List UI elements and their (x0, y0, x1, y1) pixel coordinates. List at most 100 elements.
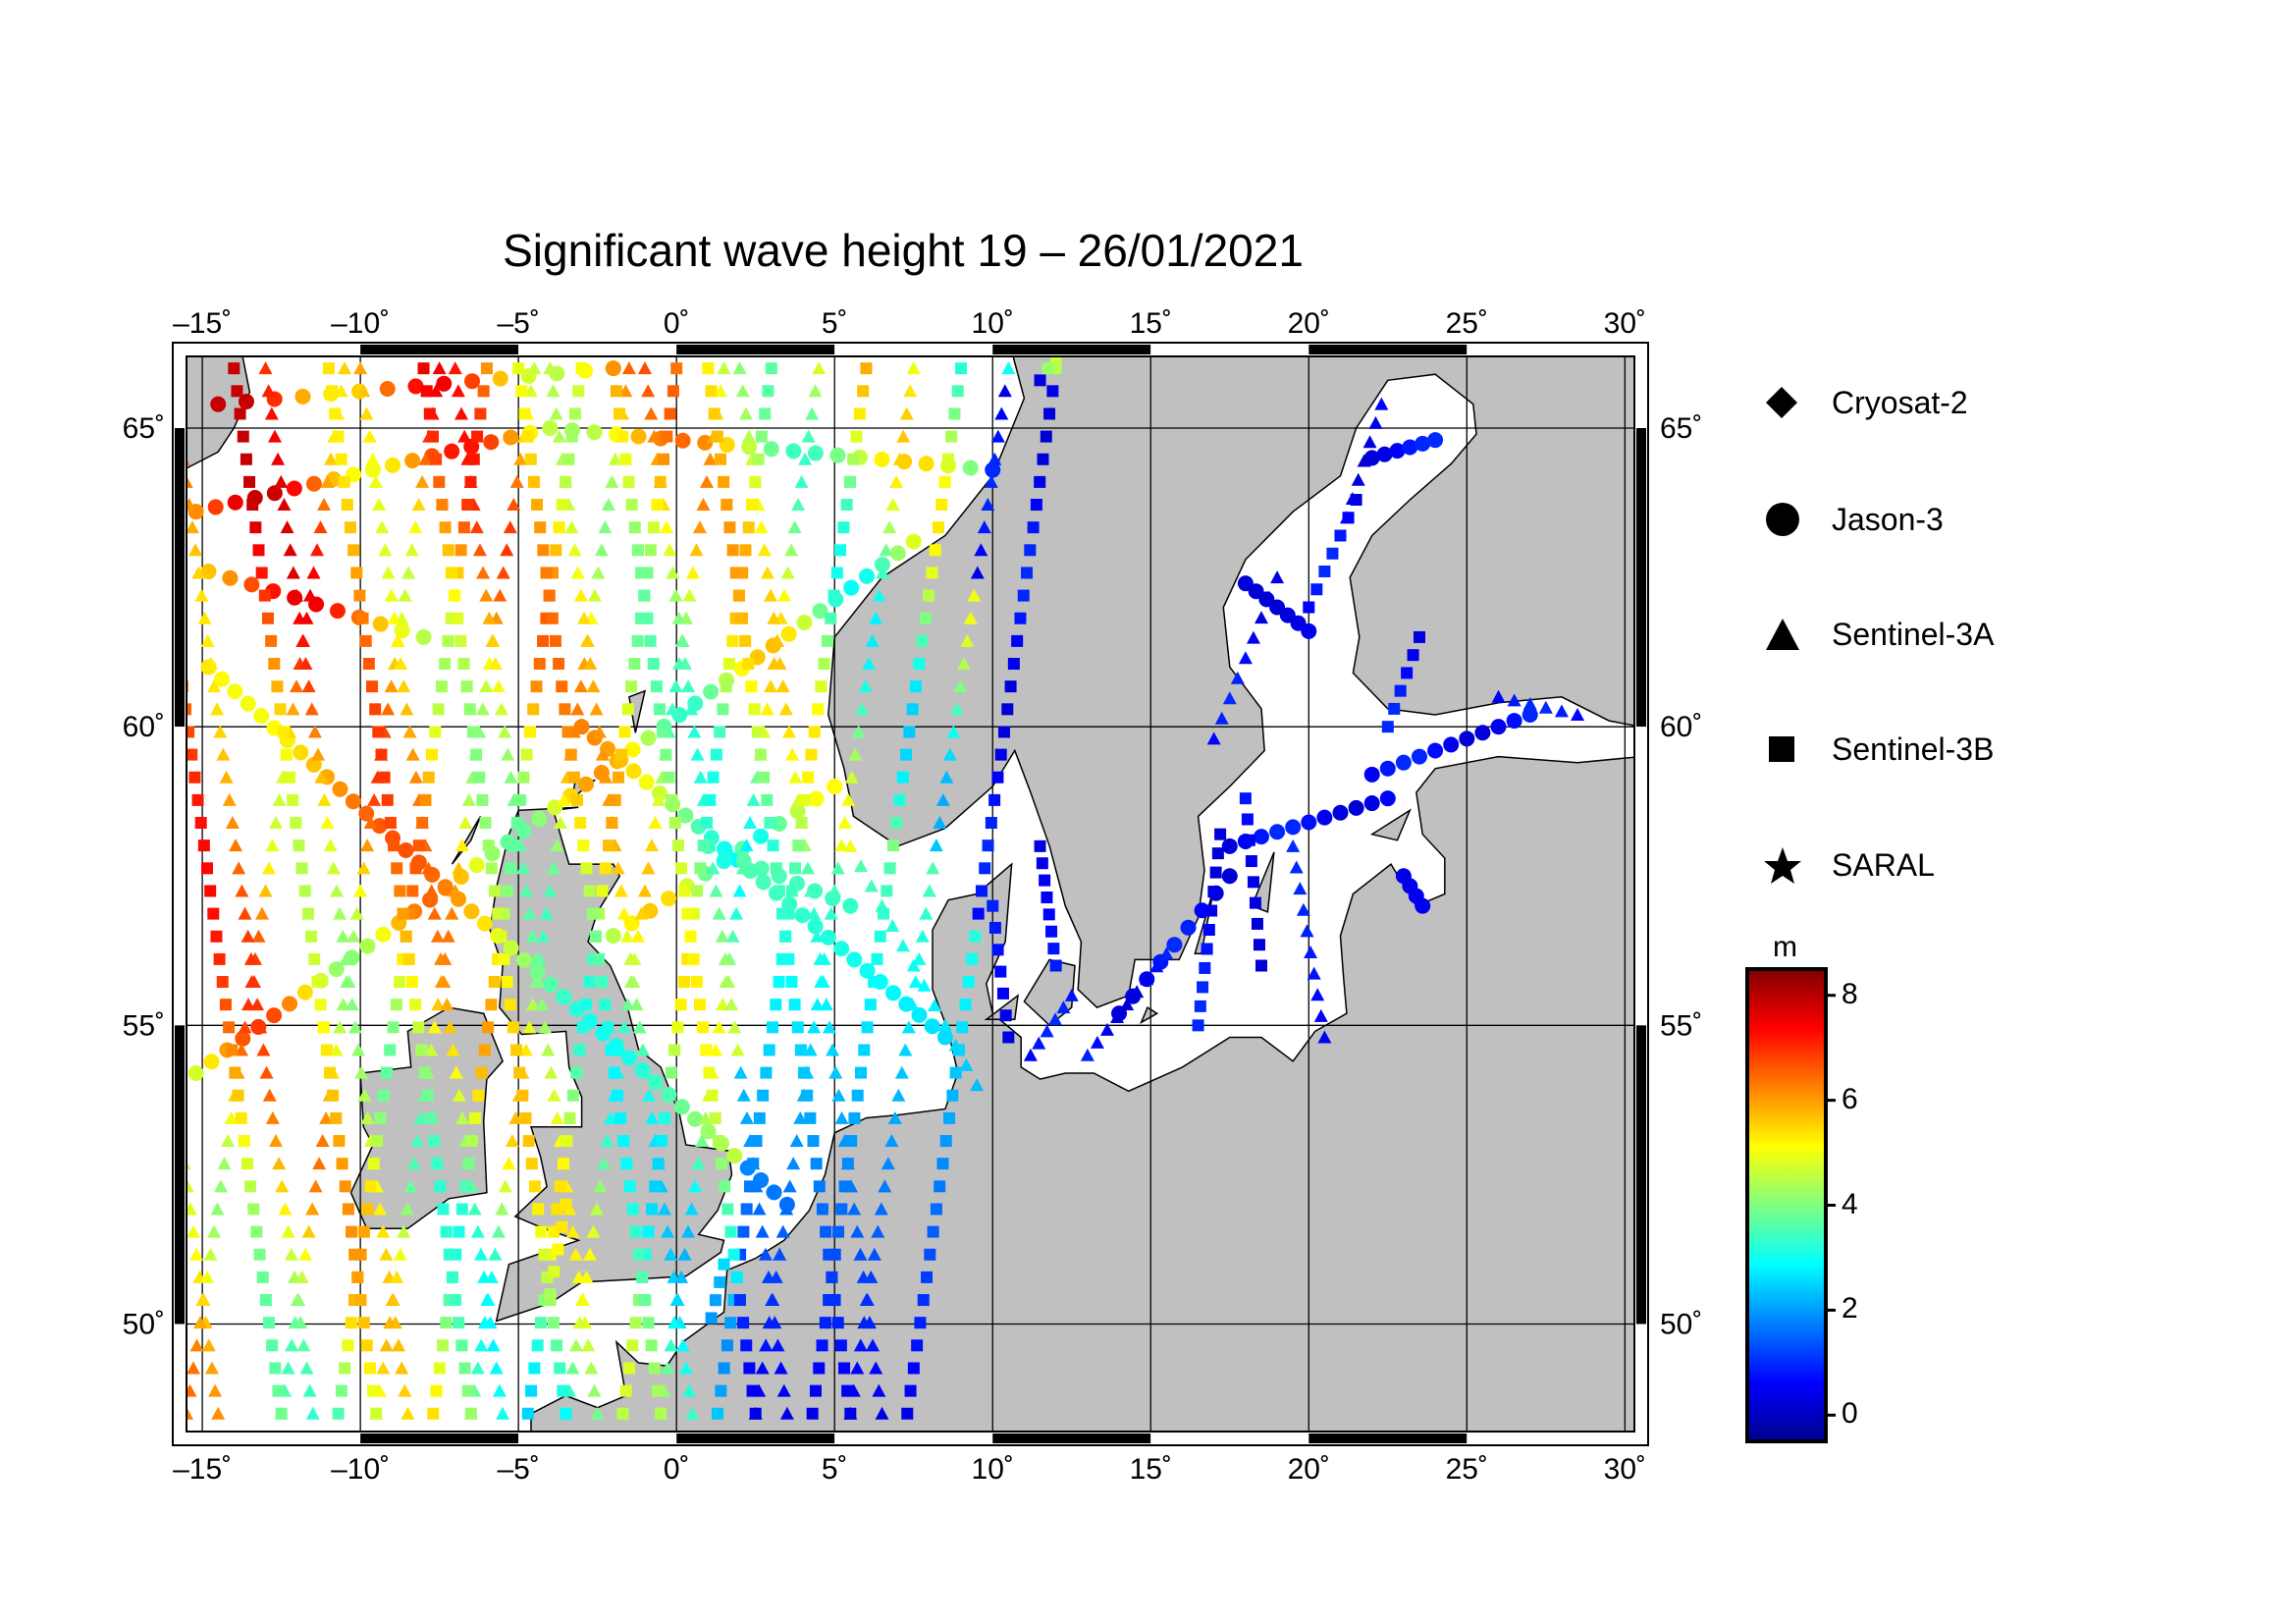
square-observation (789, 862, 802, 875)
triangle-observation (152, 975, 166, 988)
lat-border-segment (1636, 727, 1646, 1026)
triangle-observation (187, 520, 199, 534)
triangle-observation (467, 1202, 482, 1216)
triangle-observation (782, 1179, 797, 1193)
circle-observation (829, 447, 846, 463)
triangle-observation (905, 998, 920, 1011)
triangle-observation (645, 1110, 660, 1124)
triangle-observation (717, 361, 731, 375)
circle-observation (741, 439, 758, 456)
triangle-observation (626, 975, 641, 989)
triangle-observation (885, 918, 900, 932)
square-observation (311, 976, 324, 989)
triangle-observation (408, 770, 423, 784)
triangle-observation (651, 792, 666, 806)
circle-observation (843, 579, 860, 596)
lon-tick-label: 20˚ (1288, 1453, 1330, 1486)
triangle-observation (729, 906, 744, 920)
triangle-observation (277, 498, 292, 512)
triangle-observation (274, 474, 289, 488)
triangle-observation (994, 406, 1009, 420)
square-observation (527, 475, 540, 488)
triangle-observation (324, 452, 339, 465)
square-observation (648, 521, 661, 534)
square-observation (901, 1407, 914, 1420)
triangle-observation (246, 975, 261, 989)
square-observation (556, 1220, 568, 1233)
triangle-observation (393, 1247, 407, 1261)
triangle-observation (200, 633, 215, 647)
triangle-observation (1206, 731, 1221, 745)
triangle-observation (725, 929, 740, 943)
triangle-observation (1149, 959, 1164, 973)
square-observation (253, 1248, 266, 1261)
outer-hebrides (451, 816, 482, 865)
circle-observation (1269, 824, 1286, 840)
lon-tick-label: 5˚ (822, 1453, 848, 1486)
circle-observation (436, 375, 453, 392)
triangle-observation (187, 1224, 201, 1238)
triangle-observation (1538, 700, 1553, 714)
square-observation (323, 1066, 336, 1079)
square-observation (847, 453, 860, 465)
circle-observation (542, 976, 559, 993)
triangle-observation (345, 998, 359, 1011)
triangle-observation (848, 747, 863, 761)
circle-observation (763, 441, 779, 458)
triangle-observation (917, 978, 932, 992)
circle-observation (503, 429, 519, 446)
circle-observation (1221, 868, 1238, 885)
square-observation (501, 976, 513, 989)
triangle-observation (508, 1110, 523, 1124)
circle-observation (753, 860, 770, 877)
triangle-observation (360, 839, 375, 852)
square-observation (246, 499, 259, 512)
triangle-observation (448, 884, 462, 897)
square-observation (507, 839, 520, 852)
lon-border-segment (1308, 1434, 1468, 1443)
square-observation (226, 1044, 239, 1056)
triangle-observation (232, 861, 246, 875)
square-observation (658, 453, 670, 465)
square-observation (375, 748, 388, 761)
triangle-observation (661, 1224, 675, 1238)
triangle-observation (632, 1020, 647, 1034)
triangle-observation (642, 1088, 657, 1102)
square-observation (962, 976, 975, 989)
square-observation (216, 976, 229, 989)
square-observation (366, 680, 379, 693)
oland (1194, 888, 1215, 955)
triangle-observation (552, 429, 566, 443)
triangle-observation (1246, 630, 1260, 644)
square-observation (700, 817, 713, 830)
triangle-observation (320, 816, 335, 830)
circle-observation (207, 499, 224, 515)
triangle-observation (443, 1020, 457, 1034)
square-observation (1024, 544, 1037, 557)
triangle-observation (879, 543, 893, 557)
square-observation (470, 748, 483, 761)
triangle-observation (376, 1224, 391, 1238)
circle-observation (407, 378, 424, 395)
triangle-observation (103, 612, 117, 624)
square-observation (626, 1203, 639, 1216)
triangle-observation (482, 611, 497, 624)
square-observation (650, 680, 663, 693)
triangle-observation (100, 589, 114, 602)
triangle-observation (93, 543, 107, 556)
square-observation (326, 385, 339, 398)
triangle-observation (481, 1293, 496, 1307)
triangle-observation (477, 1316, 492, 1329)
triangle-observation (379, 1247, 394, 1261)
triangle-observation (356, 861, 371, 875)
square-observation (1046, 385, 1059, 398)
triangle-observation (901, 1020, 916, 1034)
circle-observation (874, 451, 890, 467)
square-observation (1045, 925, 1058, 938)
triangle-observation (860, 1293, 875, 1307)
circle-observation (661, 891, 677, 907)
triangle-observation (757, 543, 772, 557)
triangle-observation (557, 792, 571, 806)
square-observation (356, 612, 369, 624)
lat-border-segment (175, 727, 185, 1026)
